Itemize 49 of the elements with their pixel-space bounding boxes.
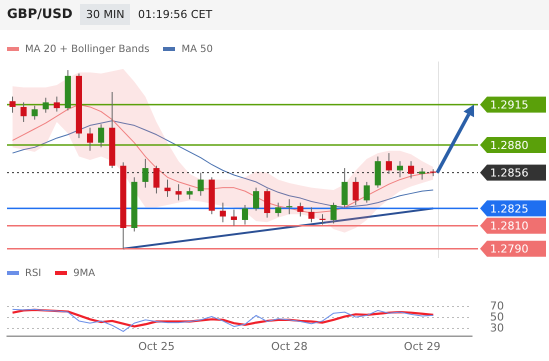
candlestick — [275, 202, 282, 217]
candlestick — [153, 165, 160, 194]
candlestick — [342, 168, 348, 208]
text: 01:19:56 CET — [138, 8, 212, 21]
y-tick-label: 1.2880 — [490, 138, 528, 152]
candlestick — [98, 124, 104, 148]
candlestick — [198, 172, 204, 196]
x-tick-label: Oct 28 — [271, 340, 308, 353]
y-tick-label: 1.2810 — [490, 220, 528, 233]
x-tick-label: Oct 25 — [138, 340, 175, 353]
candlestick — [42, 97, 49, 114]
y-tick-label: 1.2790 — [490, 242, 528, 256]
candlestick — [408, 160, 414, 179]
candlestick — [352, 176, 359, 206]
x-tick-label: Oct 29 — [404, 340, 440, 353]
candlestick — [9, 96, 16, 114]
y-tick-label: 50 — [490, 310, 504, 324]
candlestick — [386, 152, 392, 174]
candlestick — [54, 96, 60, 112]
chart-title: GBP/USD — [7, 7, 73, 22]
candlestick — [253, 187, 260, 212]
candlestick — [264, 188, 270, 218]
chart-subtitle: 30 MIN — [80, 4, 130, 25]
candlestick — [286, 198, 292, 215]
candlestick — [396, 160, 404, 178]
candlestick — [186, 187, 193, 200]
candlestick — [364, 181, 370, 204]
candlestick — [142, 158, 148, 188]
candlestick — [164, 179, 171, 198]
y-tick-label: 70 — [490, 299, 504, 312]
candlestick — [176, 184, 182, 201]
legend-label: 9MA — [73, 268, 96, 279]
candlestick — [230, 209, 237, 226]
candlestick — [297, 202, 304, 217]
candlestick — [32, 105, 38, 120]
legend-label: MA 50 — [181, 44, 213, 55]
candlestick — [242, 204, 248, 226]
y-tick-label: 1.2856 — [490, 166, 528, 180]
candlestick — [20, 102, 27, 122]
candlestick — [330, 202, 337, 224]
candlestick — [308, 206, 314, 223]
y-tick-label: 1.2915 — [490, 98, 528, 112]
y-tick-label: 1.2825 — [490, 202, 528, 216]
legend-label: MA 20 + Bollinger Bands — [25, 44, 150, 55]
legend-label: RSI — [25, 268, 42, 279]
candlestick — [220, 202, 226, 223]
candlestick — [86, 127, 94, 152]
candlestick — [419, 168, 426, 180]
y-tick-label: 30 — [490, 322, 504, 335]
